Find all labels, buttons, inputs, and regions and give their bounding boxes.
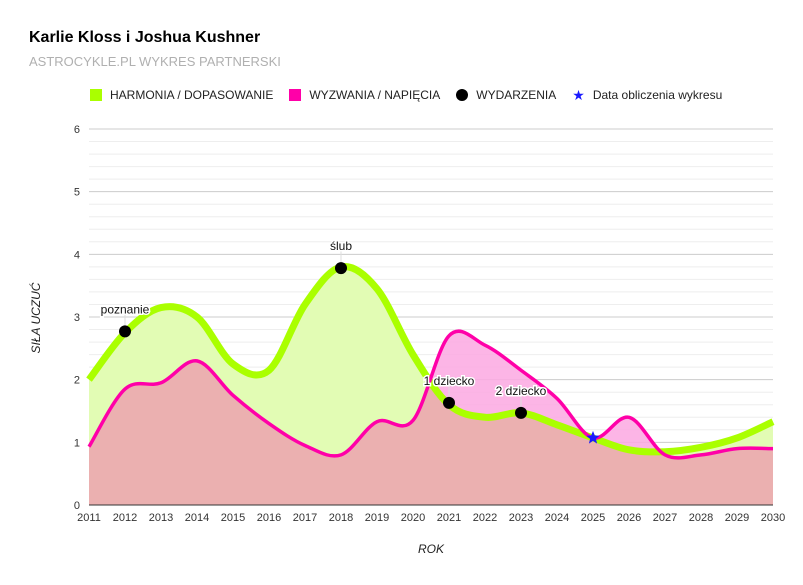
x-tick-label: 2020: [401, 512, 425, 524]
x-tick-label: 2017: [293, 512, 317, 524]
overlap-area: [89, 331, 773, 505]
tension-swatch-icon: [289, 89, 302, 101]
y-tick-label: 4: [74, 249, 80, 261]
y-axis-title: SIŁA UCZUĆ: [28, 282, 43, 353]
x-axis-title: ROK: [418, 542, 445, 556]
legend-label: HARMONIA / DOPASOWANIE: [110, 88, 274, 102]
legend-label: Data obliczenia wykresu: [592, 88, 723, 102]
y-tick-label: 5: [74, 187, 80, 199]
harmony-swatch-icon: [90, 89, 102, 101]
legend-item-calculation-date[interactable]: ★ Data obliczenia wykresu: [572, 88, 722, 102]
event-label: ślub: [330, 239, 352, 253]
y-tick-label: 3: [74, 312, 80, 324]
x-tick-label: 2029: [725, 512, 749, 524]
legend-item-harmony[interactable]: HARMONIA / DOPASOWANIE: [90, 88, 273, 102]
star-icon: ★: [572, 87, 585, 103]
x-tick-label: 2025: [581, 512, 605, 524]
x-tick-label: 2022: [473, 512, 497, 524]
x-tick-label: 2016: [257, 512, 281, 524]
event-dot-icon: [515, 406, 527, 419]
legend: HARMONIA / DOPASOWANIE WYZWANIA / NAPIĘC…: [90, 88, 738, 102]
y-tick-label: 6: [74, 124, 80, 136]
x-tick-label: 2024: [545, 512, 569, 524]
chart-title: Karlie Kloss i Joshua Kushner: [29, 29, 261, 46]
event-dot-icon: [119, 325, 131, 338]
chart-lines: [86, 262, 775, 460]
event-marker[interactable]: 2 dziecko: [494, 382, 548, 419]
chart-subtitle: ASTROCYKLE.PL WYKRES PARTNERSKI: [29, 54, 281, 69]
legend-label: WYDARZENIA: [476, 88, 557, 102]
x-tick-label: 2028: [689, 512, 713, 524]
x-tick-label: 2011: [77, 512, 101, 524]
event-dot-icon: [456, 89, 469, 101]
event-marker[interactable]: 1 dziecko: [422, 372, 476, 409]
calculation-date-star-icon[interactable]: [586, 430, 600, 444]
event-label: poznanie: [101, 302, 150, 316]
x-tick-label: 2027: [653, 512, 677, 524]
tension-line: [87, 329, 774, 460]
legend-item-tension[interactable]: WYZWANIA / NAPIĘCIA: [289, 88, 440, 102]
event-label: 1 dziecko: [424, 374, 475, 388]
x-tick-label: 2015: [221, 512, 245, 524]
legend-label: WYZWANIA / NAPIĘCIA: [309, 88, 441, 102]
x-tick-label: 2018: [329, 512, 353, 524]
event-dot-icon: [443, 396, 455, 409]
event-marker[interactable]: ślub: [328, 238, 354, 275]
y-tick-label: 0: [74, 500, 80, 512]
x-tick-label: 2023: [509, 512, 533, 524]
event-label: 2 dziecko: [496, 384, 547, 398]
x-tick-label: 2026: [617, 512, 641, 524]
event-dot-icon: [335, 262, 347, 275]
x-tick-label: 2030: [761, 512, 785, 524]
event-marker[interactable]: poznanie: [99, 301, 151, 338]
x-tick-label: 2013: [149, 512, 173, 524]
legend-item-events[interactable]: WYDARZENIA: [456, 88, 556, 102]
x-tick-label: 2012: [113, 512, 137, 524]
y-tick-label: 2: [74, 375, 80, 387]
y-axis-ticks: 0 1 2 3 4 5 6: [74, 124, 80, 512]
x-tick-label: 2019: [365, 512, 389, 524]
y-tick-label: 1: [74, 437, 80, 449]
x-axis-ticks: 2011 2012 2013 2014 2015 2016 2017 2018 2019 2020…: [77, 512, 785, 524]
event-markers: poznanie ślub 1 dziecko 2 dziecko: [99, 238, 600, 444]
x-tick-label: 2014: [185, 512, 209, 524]
x-tick-label: 2021: [437, 512, 461, 524]
